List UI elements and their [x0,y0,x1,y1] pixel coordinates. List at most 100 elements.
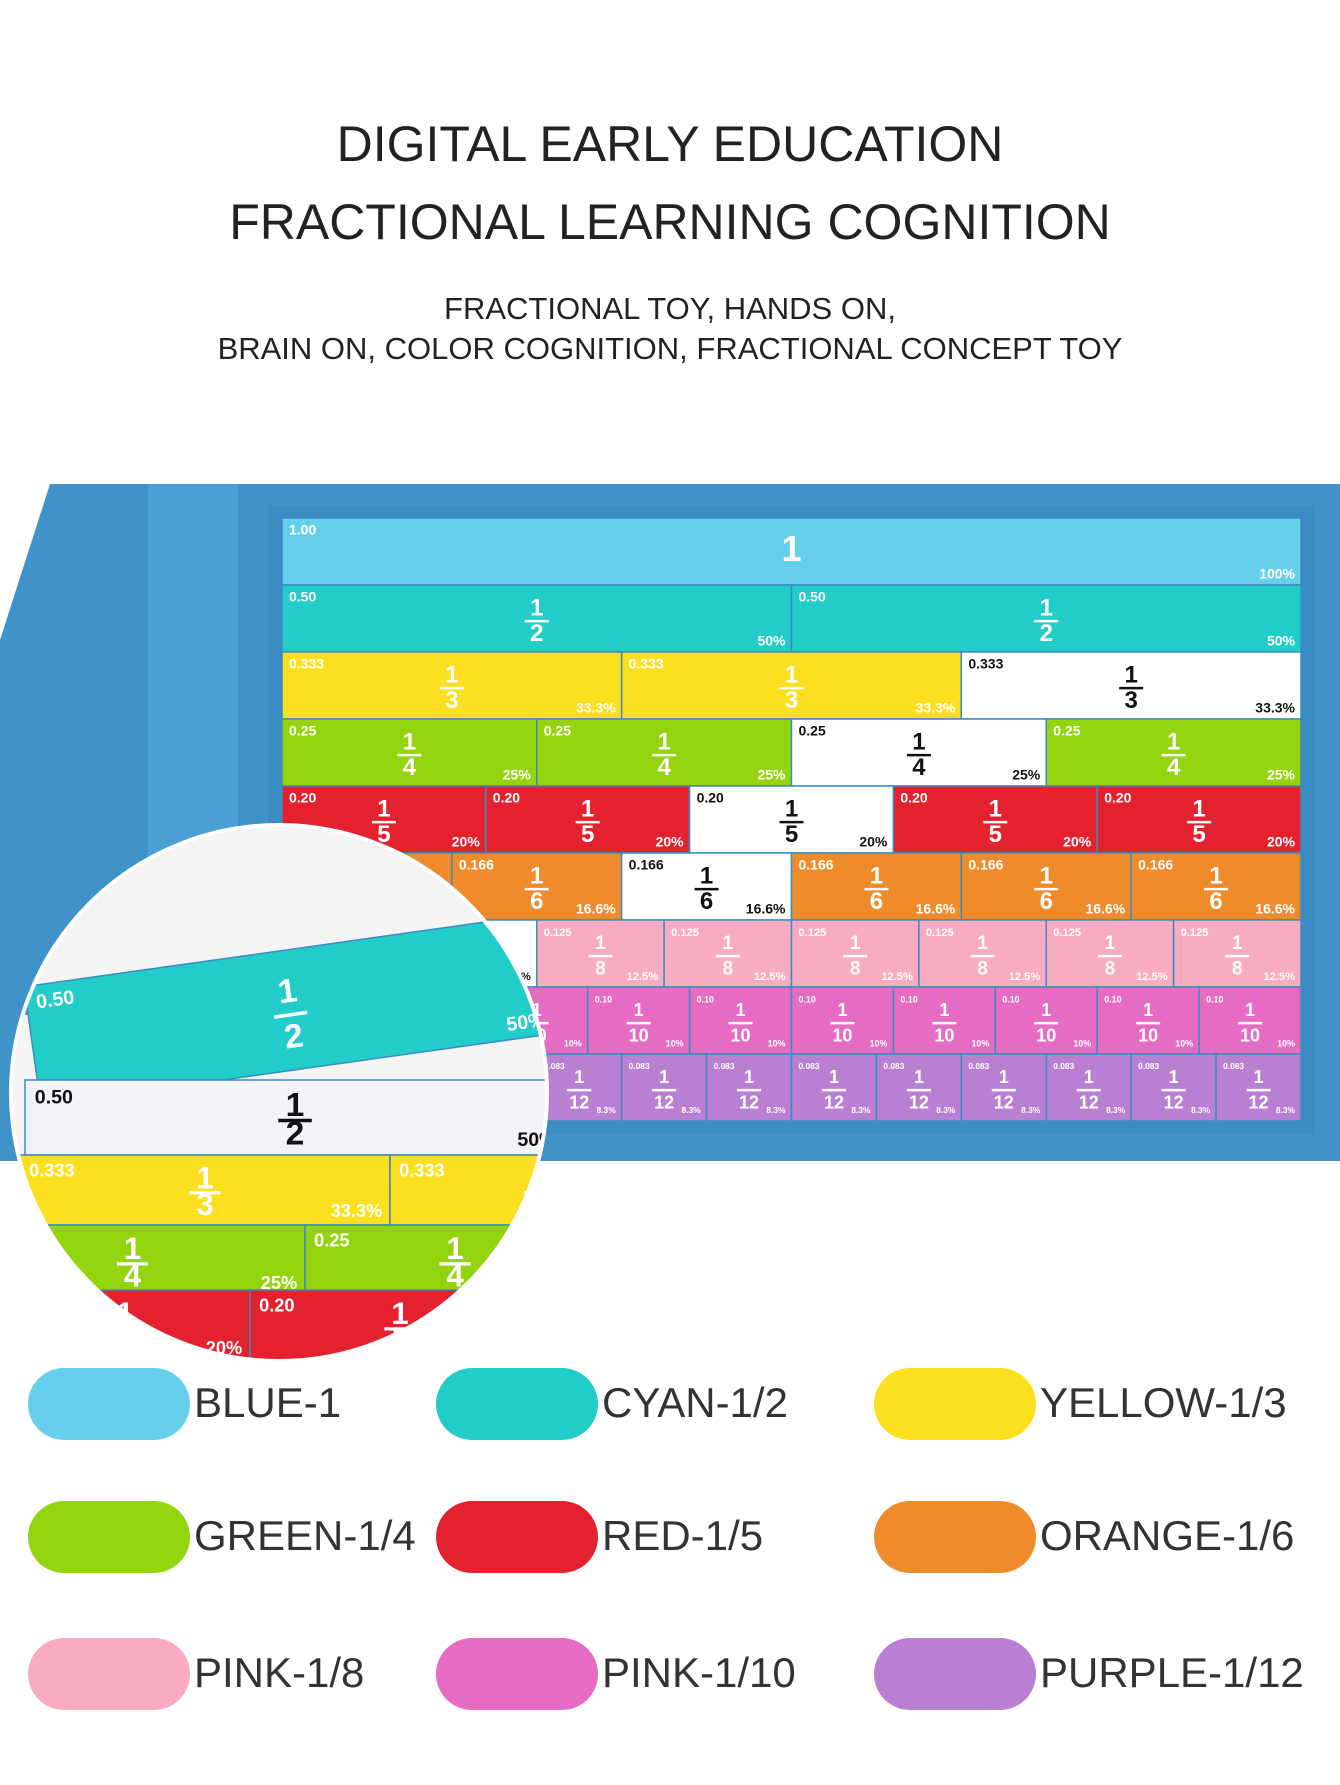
tile-numerator: 1 [530,594,543,621]
tile-body [790,584,1302,653]
tile-decimal: 0.083 [629,1061,650,1071]
tile-numerator: 1 [700,862,713,889]
legend-swatch [28,1638,190,1710]
tile-decimal: 0.10 [1104,994,1121,1004]
tile-denominator: 4 [657,754,671,781]
fraction-tile: 0.25 25% 14 [1045,718,1302,787]
tile-percent: 8.3% [766,1105,786,1115]
tile-numerator: 1 [532,1000,542,1020]
legend-swatch [436,1638,598,1710]
legend-label: CYAN-1/2 [602,1379,788,1426]
tile-decimal: 0.083 [799,1061,820,1071]
tile-body [790,1053,878,1122]
title-line: FRACTIONAL LEARNING COGNITION [229,194,1111,250]
fraction-tile: 0.333 33.3% 13 [960,651,1302,720]
tile-denominator: 4 [1167,754,1181,781]
fraction-tile: 0.125 12.5% 1 8 [1172,919,1302,988]
tile-percent: 20% [506,1338,542,1358]
tile-numerator: 1 [999,1067,1009,1087]
fraction-tile: 1.00 100% 1 [281,517,1302,586]
tile-numerator: 1 [1143,1000,1153,1020]
tile-percent: 8.3% [1021,1105,1041,1115]
tile-numerator: 1 [1124,661,1137,688]
tile-percent: 12.5% [1009,971,1041,983]
fraction-tile: 0.20 20% 15 [688,785,895,854]
tile-decimal: 0.10 [900,994,917,1004]
tile-body [1130,1053,1217,1122]
tile-denominator: 3 [785,687,798,714]
tile-percent: 10% [1277,1038,1295,1048]
tile-numerator: 1 [1040,862,1053,889]
tile-denominator: 10 [1036,1025,1056,1045]
tile-numerator: 1 [837,1000,847,1020]
fraction-tile: 0.10 10% 1 10 [1096,986,1200,1055]
tile-percent: 12.5% [754,971,786,983]
tile-denominator: 6 [1040,888,1053,915]
fraction-tile: 0.083 8.3% 1 12 [1215,1053,1302,1122]
tile-decimal: 0.10 [1002,994,1019,1004]
tile-percent: 100% [1259,566,1295,582]
tile-decimal: 0.166 [968,857,1003,873]
tile-body [663,919,793,988]
tile-decimal: 0.10 [799,994,816,1004]
fraction-tile: 0.20 20% 15 [892,785,1098,854]
tile-numerator: 1 [276,972,300,1011]
tile-body [790,919,920,988]
tile-decimal: 0.50 [35,1086,73,1108]
tile-body [918,919,1047,988]
tile-percent: 10% [768,1038,786,1048]
legend-label: YELLOW-1/3 [1040,1379,1287,1426]
fraction-tile: 0.083 8.3% 1 12 [536,1053,623,1122]
tile-denominator: 12 [1249,1092,1269,1112]
tile-numerator: 1 [574,1067,584,1087]
tile-decimal: 0.083 [968,1061,989,1071]
tile-numerator: 1 [530,862,543,889]
tile-percent: 20% [1063,834,1092,850]
tile-denominator: 6 [700,888,713,915]
tile-decimal: 0.25 [314,1231,349,1251]
tile-denominator: 8 [850,959,861,980]
legend-swatch [874,1638,1036,1710]
tile-percent: 10% [666,1038,684,1048]
tile-denominator: 5 [989,821,1002,848]
tile-denominator: 12 [824,1092,844,1112]
tile-percent: 25% [261,1273,297,1293]
subtitle-line: BRAIN ON, COLOR COGNITION, FRACTIONAL CO… [218,331,1123,366]
tile-whole: 1 [781,528,801,569]
tile-percent: 10% [1175,1038,1193,1048]
tile-body [1045,718,1302,787]
tile-denominator: 6 [530,888,543,915]
tile-numerator: 1 [829,1067,839,1087]
tile-body [23,913,547,1107]
tile-numerator: 1 [403,728,416,755]
tile-numerator: 1 [1105,933,1116,954]
tile-percent: 16.6% [576,901,616,917]
tile-body [536,718,793,787]
tile-denominator: 12 [654,1092,674,1112]
tile-body [1096,785,1302,854]
tile-percent: 16.6% [916,901,956,917]
subtitle-line: FRACTIONAL TOY, HANDS ON, [444,291,896,326]
tile-denominator: 5 [785,821,798,848]
tile-percent: 8.3% [936,1105,956,1115]
tile-numerator: 1 [989,795,1002,822]
tile-body [1172,919,1302,988]
tile-percent: 25% [757,767,786,783]
tile-percent: 33.3% [576,700,616,716]
fraction-tile: 0.25 25% 14 [11,1224,306,1298]
fraction-tile: 0.125 12.5% 1 8 [663,919,793,988]
tile-numerator: 1 [914,1067,924,1087]
tile-percent: 33.3% [1255,700,1295,716]
fraction-tile: 0.083 8.3% 1 12 [875,1053,963,1122]
tile-numerator: 1 [196,1160,213,1195]
tile-percent: 33.3% [631,1201,683,1221]
legend-label: PINK-1/10 [602,1649,796,1696]
tile-numerator: 1 [659,1067,669,1087]
fraction-tile: 0.083 8.3% 1 12 [705,1053,793,1122]
tile-numerator: 1 [1041,1000,1051,1020]
tile-percent: 50% [517,1129,556,1151]
tile-numerator: 1 [1245,1000,1255,1020]
fraction-tile: 0.333 33.3% 13 [281,651,623,720]
fraction-tile: 0.20 20% 15 [485,785,691,854]
tile-numerator: 1 [1169,1067,1179,1087]
